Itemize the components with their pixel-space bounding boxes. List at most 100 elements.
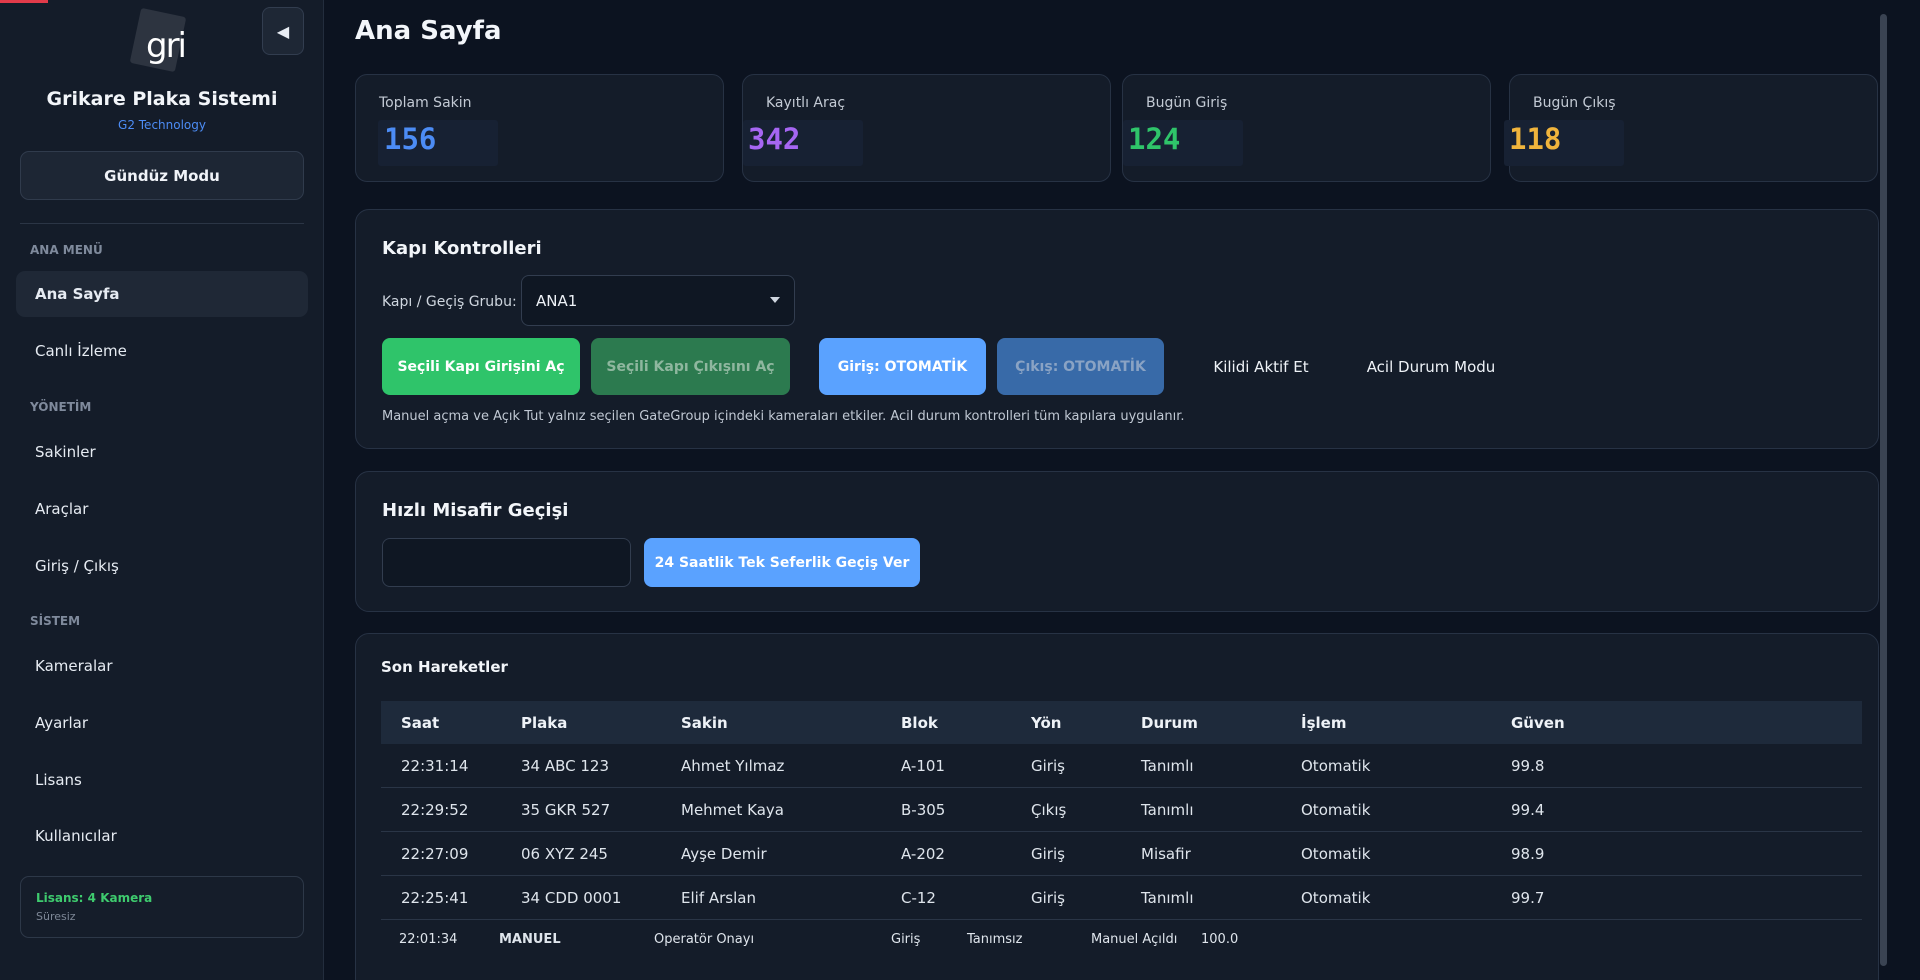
column-header-resident: Sakin [681,714,728,732]
emergency-mode-button[interactable]: Acil Durum Modu [1366,357,1496,376]
sidebar-item-label: Ana Sayfa [35,285,120,303]
cell-status: Tanımsız [967,932,1023,947]
table-row[interactable]: 22:27:09 06 XYZ 245 Ayşe Demir A-202 Gir… [381,832,1862,876]
sidebar-item-settings[interactable]: Ayarlar [16,700,308,746]
table-row[interactable]: 22:01:34 MANUEL Operatör Onayı Giriş Tan… [381,920,1862,964]
gate-controls-card: Kapı Kontrolleri Kapı / Geçiş Grubu: ANA… [355,209,1879,449]
top-accent-bar [0,0,48,3]
recent-movements-title: Son Hareketler [381,658,508,676]
column-header-status: Durum [1141,714,1198,732]
cell-resident: Mehmet Kaya [681,801,785,819]
sidebar-item-vehicles[interactable]: Araçlar [16,486,308,532]
logo-text: gri [146,26,187,66]
sidebar-item-license[interactable]: Lisans [16,757,308,803]
gate-group-label: Kapı / Geçiş Grubu: [382,294,517,310]
cell-time: 22:27:09 [401,845,469,863]
brand-logo: gri [129,7,189,73]
license-title: Lisans: 4 Kamera [36,891,153,905]
sidebar-item-entry-exit[interactable]: Giriş / Çıkış [16,543,308,589]
entry-auto-toggle[interactable]: Giriş: OTOMATİK [819,338,986,395]
column-header-time: Saat [401,714,440,732]
cell-block: C-12 [901,889,936,907]
stat-value: 124 [1128,122,1181,156]
section-label-main: ANA MENÜ [30,243,103,257]
stat-label: Kayıtlı Araç [766,95,846,111]
sidebar-item-label: Araçlar [35,500,89,518]
grant-guest-pass-button[interactable]: 24 Saatlik Tek Seferlik Geçiş Ver [644,538,920,587]
column-header-direction: Yön [1031,714,1062,732]
cell-action: Otomatik [1301,757,1371,775]
stat-value: 156 [384,122,437,156]
cell-block: A-101 [901,757,945,775]
cell-resident: Elif Arslan [681,889,756,907]
cell-status: Tanımlı [1141,889,1194,907]
cell-time: 22:01:34 [399,932,458,947]
cell-direction: Giriş [1031,845,1065,863]
activate-lock-button[interactable]: Kilidi Aktif Et [1213,357,1309,376]
sidebar-item-label: Kameralar [35,657,113,675]
cell-resident: Operatör Onayı [654,932,755,947]
open-exit-button[interactable]: Seçili Kapı Çıkışını Aç [591,338,790,395]
exit-auto-toggle[interactable]: Çıkış: OTOMATİK [997,338,1164,395]
cell-direction: Giriş [1031,757,1065,775]
table-row[interactable]: 22:25:41 34 CDD 0001 Elif Arslan C-12 Gi… [381,876,1862,920]
brand-title: Grikare Plaka Sistemi [46,88,278,110]
cell-time: 22:31:14 [401,757,469,775]
cell-block: B-305 [901,801,946,819]
stat-card-today-entry: Bugün Giriş 124 [1122,74,1491,182]
sidebar-item-label: Ayarlar [35,714,89,732]
table-row[interactable]: 22:29:52 35 GKR 527 Mehmet Kaya B-305 Çı… [381,788,1862,832]
cell-action: Otomatik [1301,889,1371,907]
table-header: Saat Plaka Sakin Blok Yön Durum İşlem Gü… [381,701,1862,744]
cell-confidence: 99.7 [1511,889,1545,907]
cell-resident: Ahmet Yılmaz [681,757,785,775]
day-mode-button[interactable]: Gündüz Modu [20,151,304,200]
cell-plate: 35 GKR 527 [521,801,611,819]
column-header-confidence: Güven [1511,714,1565,732]
cell-status: Misafir [1141,845,1191,863]
cell-action: Manuel Açıldı [1091,932,1178,947]
table-row[interactable]: 22:31:14 34 ABC 123 Ahmet Yılmaz A-101 G… [381,744,1862,788]
stat-label: Toplam Sakin [379,95,472,111]
cell-direction: Çıkış [1031,801,1067,819]
cell-status: Tanımlı [1141,757,1194,775]
cell-confidence: 100.0 [1201,932,1239,947]
section-label-system: SİSTEM [30,614,81,628]
guest-pass-title: Hızlı Misafir Geçişi [382,500,569,521]
cell-direction: Giriş [1031,889,1065,907]
sidebar-item-label: Canlı İzleme [35,342,127,360]
guest-plate-input[interactable] [382,538,631,587]
open-entry-button[interactable]: Seçili Kapı Girişini Aç [382,338,580,395]
stat-label: Bugün Çıkış [1533,95,1616,111]
sidebar-item-residents[interactable]: Sakinler [16,429,308,475]
cell-resident: Ayşe Demir [681,845,767,863]
sidebar-item-label: Sakinler [35,443,96,461]
cell-confidence: 99.8 [1511,757,1545,775]
cell-action: Otomatik [1301,845,1371,863]
column-header-plate: Plaka [521,714,568,732]
cell-confidence: 99.4 [1511,801,1545,819]
column-header-action: İşlem [1301,714,1347,732]
license-info-box: Lisans: 4 Kamera Süresiz [20,876,304,938]
cell-plate: 06 XYZ 245 [521,845,608,863]
main-scrollbar[interactable] [1880,14,1887,966]
sidebar-item-home[interactable]: Ana Sayfa [16,271,308,317]
sidebar: gri ◀ Grikare Plaka Sistemi G2 Technolog… [0,0,324,980]
cell-plate: 34 ABC 123 [521,757,610,775]
sidebar-item-cameras[interactable]: Kameralar [16,643,308,689]
cell-block: A-202 [901,845,945,863]
collapse-sidebar-button[interactable]: ◀ [262,7,304,55]
stat-value: 342 [748,122,801,156]
cell-time: 22:29:52 [401,801,469,819]
gate-group-value: ANA1 [536,291,578,310]
section-label-management: YÖNETİM [30,400,92,414]
gate-group-select[interactable]: ANA1 [521,275,795,326]
sidebar-item-label: Giriş / Çıkış [35,557,119,575]
cell-confidence: 98.9 [1511,845,1545,863]
stat-card-total-residents: Toplam Sakin 156 [355,74,724,182]
brand-subtitle: G2 Technology [118,118,206,132]
license-duration: Süresiz [36,910,76,923]
sidebar-item-users[interactable]: Kullanıcılar [16,813,308,859]
cell-plate: 34 CDD 0001 [521,889,622,907]
sidebar-item-live-monitoring[interactable]: Canlı İzleme [16,328,308,374]
